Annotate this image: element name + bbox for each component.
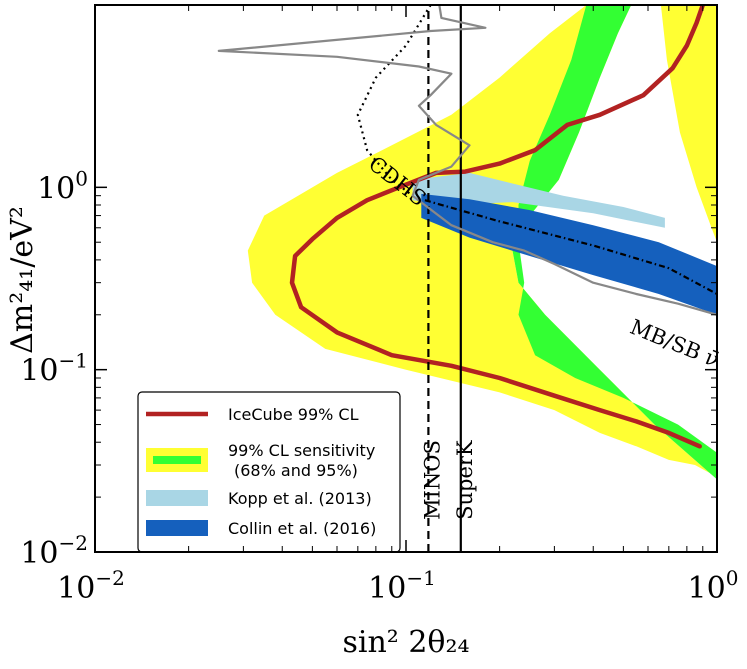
region-collin-et-al-2016 bbox=[421, 193, 717, 315]
region-99-cl-sensitivity-95 bbox=[247, 5, 717, 480]
annotation-minos: MINOS bbox=[420, 440, 444, 520]
legend-label-kopp-et-al-2013: Kopp et al. (2013) bbox=[228, 489, 372, 508]
y-tick-label: 10−2 bbox=[20, 531, 88, 571]
legend-swatch-collin bbox=[146, 520, 208, 536]
y-tick-label: 10−1 bbox=[20, 349, 88, 389]
legend-label-99-cl-sensitivity: 99% CL sensitivity (68% and 95%) bbox=[228, 441, 375, 480]
legend-label-collin-et-al-2016: Collin et al. (2016) bbox=[228, 519, 376, 538]
series-collin-best-fit bbox=[424, 199, 717, 295]
x-axis-label: sin² 2θ₂₄ bbox=[342, 625, 469, 660]
legend-swatch-kopp bbox=[146, 490, 208, 506]
annotation-superk: SuperK bbox=[453, 440, 477, 520]
x-tick-label: 10−2 bbox=[57, 566, 125, 606]
y-axis-label: Δm²₄₁/eV² bbox=[5, 206, 40, 354]
region-99-cl-sensitivity-68 bbox=[512, 5, 717, 480]
x-tick-label: 10−1 bbox=[368, 566, 436, 606]
region-mb-sb-exclusion bbox=[593, 291, 717, 346]
series-icecube-99-cl bbox=[289, 5, 706, 449]
legend-label-icecube-99-cl: IceCube 99% CL bbox=[228, 405, 359, 424]
series-mb-sb bbox=[217, 5, 717, 316]
legend-swatch-sensitivity-68 bbox=[153, 456, 201, 464]
y-tick-label: 100 bbox=[37, 166, 88, 206]
series-cdhs bbox=[356, 5, 432, 197]
region-kopp-et-al-2013 bbox=[412, 172, 665, 228]
x-tick-label: 100 bbox=[688, 566, 739, 606]
